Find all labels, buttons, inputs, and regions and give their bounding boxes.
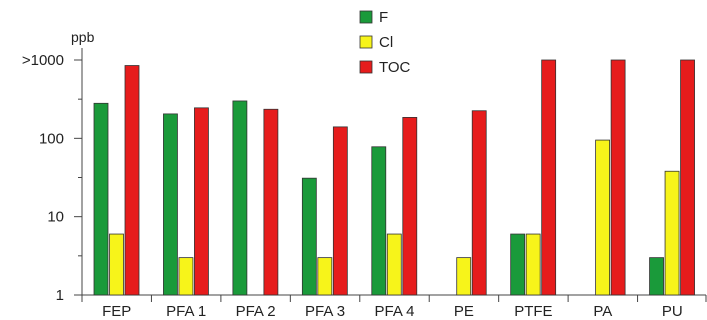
bar-toc-fep [124, 65, 140, 296]
legend-item-f: F [359, 9, 388, 26]
bar-cl-ptfe [525, 233, 541, 296]
bar-group-pfa-4 [371, 117, 418, 296]
bar-group-pfa-2 [232, 100, 279, 296]
bar-group-pe [456, 110, 487, 296]
bar-cl-pu [664, 170, 680, 296]
bar-f-pfa-1 [163, 113, 178, 296]
x-tick-label-ptfe: PTFE [514, 303, 552, 320]
bar-toc-ptfe [541, 59, 557, 296]
bar-f-pfa-3 [301, 177, 317, 296]
bar-cl-pfa-3 [317, 257, 333, 296]
bar-toc-pfa-1 [194, 107, 209, 296]
x-tick-label-pfa-4: PFA 4 [374, 303, 414, 320]
y-tick-label: >1000 [22, 52, 64, 69]
bar-cl-pfa-1 [178, 257, 194, 296]
y-axis: 1 10 100 >1000 [22, 48, 83, 304]
bar-cl-pfa-4 [386, 233, 402, 296]
bar-cl-fep [109, 233, 124, 296]
x-axis: FEP PFA 1 PFA 2 PFA 3 PFA 4 PE PTFE PA PU [81, 294, 707, 320]
legend: F Cl TOC [359, 9, 411, 76]
bar-toc-pe [471, 110, 487, 296]
bar-group-pu [649, 59, 695, 296]
x-tick-label-pe: PE [454, 303, 474, 320]
y-tick-label: 10 [47, 209, 64, 226]
bar-cl-pa [595, 139, 611, 296]
bar-group-fep [93, 65, 140, 296]
bar-toc-pa [610, 59, 626, 296]
y-axis-unit-label: ppb [71, 29, 95, 45]
legend-item-toc: TOC [359, 59, 411, 76]
bar-toc-pfa-4 [402, 117, 418, 296]
y-tick-label: 1 [56, 287, 64, 304]
bar-toc-pfa-3 [332, 126, 348, 296]
legend-swatch-f [359, 10, 373, 24]
bar-toc-pu [680, 59, 695, 296]
legend-label-toc: TOC [379, 59, 411, 76]
bar-group-pfa-1 [163, 107, 209, 296]
legend-item-cl: Cl [359, 34, 393, 51]
x-tick-label-pa: PA [593, 303, 612, 320]
bar-f-ptfe [510, 233, 526, 296]
x-tick-label-pfa-2: PFA 2 [236, 303, 276, 320]
legend-label-f: F [379, 9, 388, 26]
x-tick-label-pu: PU [662, 303, 683, 320]
bar-group-pa [595, 59, 626, 296]
bar-f-pfa-4 [371, 146, 387, 296]
bar-f-fep [93, 102, 109, 296]
legend-swatch-cl [359, 35, 373, 49]
bars [93, 59, 695, 296]
y-tick-label: 100 [39, 130, 64, 147]
x-tick-label-pfa-3: PFA 3 [305, 303, 345, 320]
legend-label-cl: Cl [379, 34, 393, 51]
x-tick-label-pfa-1: PFA 1 [166, 303, 206, 320]
bar-group-pfa-3 [301, 126, 348, 296]
bar-group-ptfe [510, 59, 557, 296]
bar-f-pfa-2 [232, 100, 248, 296]
legend-swatch-toc [359, 60, 373, 74]
bar-cl-pe [456, 257, 472, 296]
bar-toc-pfa-2 [263, 108, 279, 296]
x-tick-label-fep: FEP [102, 303, 131, 320]
bar-f-pu [649, 257, 664, 296]
